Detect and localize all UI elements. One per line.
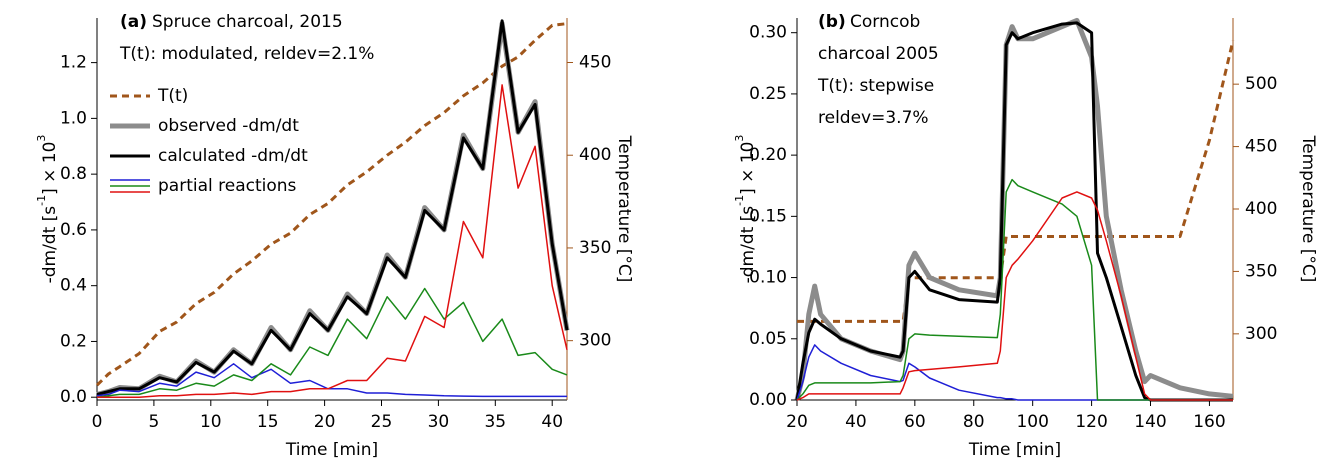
y-label-part: -dm/dt [s: [738, 206, 758, 284]
y-tick-label: 0.8: [60, 164, 87, 184]
series-line: [96, 21, 570, 397]
y-label-superscript: 3: [35, 135, 48, 142]
y-tick-label: 1.0: [60, 108, 87, 128]
annotation: charcoal 2005: [818, 44, 939, 64]
legend-label: partial reactions: [158, 176, 297, 196]
x-tick-label: 100: [1016, 412, 1048, 432]
x-tick-label: 20: [314, 412, 336, 432]
y-tick-label: 1.2: [60, 53, 87, 73]
x-tick-label: 120: [1075, 412, 1107, 432]
x-axis-label: Time [min]: [285, 440, 378, 460]
y2-axis-label: Temperature [°C]: [614, 135, 634, 283]
legend-label: observed -dm/dt: [158, 116, 299, 136]
y-axis-label: -dm/dt [s-1] × 103: [733, 135, 758, 284]
x-tick-label: 25: [371, 412, 393, 432]
y-tick-label: 0.6: [60, 220, 87, 240]
x-tick-label: 30: [428, 412, 450, 432]
y-label-superscript: -1: [35, 195, 48, 206]
y-tick-label: 0.4: [60, 276, 87, 296]
y2-tick-label: 500: [1245, 74, 1277, 94]
y2-axis-label: Temperature [°C]: [1298, 135, 1318, 283]
annotation: Spruce charcoal, 2015: [152, 12, 343, 32]
series-line: [96, 19, 569, 396]
annotation: T(t): stepwise: [817, 76, 934, 96]
x-tick-label: 0: [92, 412, 103, 432]
x-tick-label: 20: [786, 412, 808, 432]
y-label-part: ] × 10: [738, 142, 758, 195]
y2-tick-label: 350: [1245, 261, 1277, 281]
x-tick-label: 140: [1134, 412, 1166, 432]
annotation: T(t): modulated, reldev=2.1%: [119, 44, 374, 64]
y-tick-label: 0.0: [60, 387, 87, 407]
panel-label: (a): [120, 12, 147, 32]
annotation: reldev=3.7%: [818, 108, 929, 128]
y2-tick-label: 300: [1245, 324, 1277, 344]
y-label-superscript: -1: [733, 195, 746, 206]
x-tick-label: 160: [1193, 412, 1225, 432]
y-tick-label: 0.2: [60, 331, 87, 351]
y-label-part: ] × 10: [40, 142, 60, 195]
y2-tick-label: 400: [579, 145, 611, 165]
legend-label: T(t): [157, 86, 188, 106]
panel-label: (b): [818, 12, 846, 32]
y-tick-label: 0.00: [749, 390, 787, 410]
x-tick-label: 60: [904, 412, 926, 432]
y2-tick-label: 350: [579, 238, 611, 258]
x-tick-label: 35: [484, 412, 506, 432]
series-line: [797, 40, 1235, 323]
y2-tick-label: 450: [579, 53, 611, 73]
y-tick-label: 0.30: [749, 23, 787, 43]
y-tick-label: 0.20: [749, 145, 787, 165]
y2-tick-label: 400: [1245, 199, 1277, 219]
annotation: Corncob: [850, 12, 920, 32]
x-tick-label: 40: [845, 412, 867, 432]
series-line: [96, 287, 568, 398]
x-axis-label: Time [min]: [968, 440, 1061, 460]
x-tick-label: 80: [963, 412, 985, 432]
y2-tick-label: 300: [579, 331, 611, 351]
legend-label: calculated -dm/dt: [158, 146, 308, 166]
y-tick-label: 0.10: [749, 268, 787, 288]
series-line: [97, 84, 568, 398]
y-tick-label: 0.15: [749, 206, 787, 226]
y-tick-label: 0.25: [749, 84, 787, 104]
y-tick-label: 0.05: [749, 329, 787, 349]
x-tick-label: 40: [541, 412, 563, 432]
y2-tick-label: 450: [1245, 137, 1277, 157]
series-line: [796, 178, 1233, 401]
y-axis-label: -dm/dt [s-1] × 103: [35, 135, 60, 284]
x-tick-label: 15: [257, 412, 279, 432]
series-line: [795, 21, 1233, 402]
series-line: [796, 344, 1233, 401]
x-tick-label: 5: [148, 412, 159, 432]
series-line: [796, 191, 1233, 401]
x-tick-label: 10: [200, 412, 222, 432]
y-label-superscript: 3: [733, 135, 746, 142]
y-label-part: -dm/dt [s: [40, 206, 60, 284]
